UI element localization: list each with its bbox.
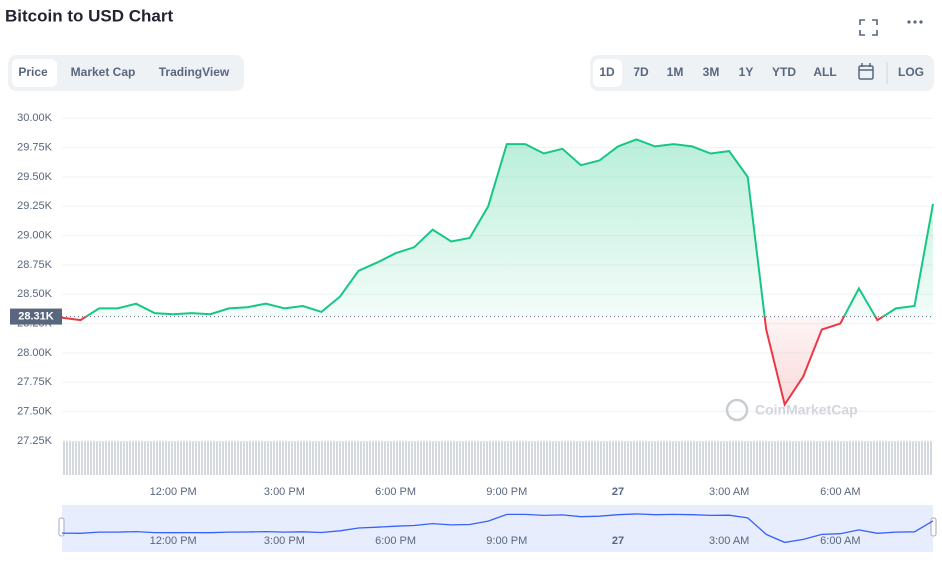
navigator-tick-label: 3:00 AM: [709, 535, 749, 547]
navigator-tick-label: 12:00 PM: [150, 535, 197, 547]
y-tick-label: 28.50K: [17, 288, 53, 300]
chart-title: Bitcoin to USD Chart: [5, 6, 173, 25]
watermark: CoinMarketCap: [755, 402, 858, 418]
tab[interactable]: TradingView: [159, 65, 230, 79]
x-tick-label: 12:00 PM: [150, 486, 197, 498]
range-button[interactable]: YTD: [772, 65, 796, 79]
y-tick-label: 29.75K: [17, 141, 53, 153]
volume-bars: [62, 441, 933, 475]
navigator-handle[interactable]: [58, 517, 65, 537]
x-tick-label: 6:00 AM: [820, 486, 860, 498]
tab-selected-bg: [12, 59, 57, 87]
tab[interactable]: Price: [18, 65, 48, 79]
navigator-tick-label: 3:00 PM: [264, 535, 305, 547]
more-icon[interactable]: [907, 20, 923, 24]
range-button[interactable]: 1Y: [739, 65, 754, 79]
navigator-handle[interactable]: [930, 517, 937, 537]
navigator-bg: [62, 505, 933, 552]
price-area: [62, 139, 933, 405]
y-tick-label: 27.25K: [17, 435, 53, 447]
x-tick-label: 27: [612, 486, 624, 498]
range-button[interactable]: ALL: [813, 65, 836, 79]
tab-group: [8, 55, 244, 91]
y-tick-label: 29.50K: [17, 171, 53, 183]
y-tick-label: 28.75K: [17, 259, 53, 271]
watermark-logo: [725, 398, 749, 422]
navigator-line: [61, 513, 934, 544]
navigator-tick-label: 27: [612, 535, 624, 547]
navigator-tick-label: 6:00 AM: [820, 535, 860, 547]
range-button[interactable]: 1M: [667, 65, 684, 79]
baseline-label: 28.31K: [18, 310, 54, 322]
y-tick-label: 27.75K: [17, 376, 53, 388]
y-tick-label: 29.00K: [17, 230, 53, 242]
navigator-tick-label: 6:00 PM: [375, 535, 416, 547]
y-tick-label: 30.00K: [17, 112, 53, 124]
range-group: [590, 55, 934, 91]
baseline-label-bg: [10, 308, 62, 325]
y-tick-label: 27.50K: [17, 406, 53, 418]
y-tick-label: 29.25K: [17, 200, 53, 212]
fullscreen-icon[interactable]: [859, 19, 878, 36]
range-button[interactable]: 7D: [633, 65, 649, 79]
tab[interactable]: Market Cap: [71, 65, 136, 79]
x-tick-label: 3:00 PM: [264, 486, 305, 498]
calendar-icon[interactable]: [858, 63, 874, 80]
x-tick-label: 6:00 PM: [375, 486, 416, 498]
x-tick-label: 9:00 PM: [486, 486, 527, 498]
y-tick-label: 28.00K: [17, 347, 53, 359]
log-button[interactable]: LOG: [898, 65, 924, 79]
navigator-tick-label: 9:00 PM: [486, 535, 527, 547]
range-selected-bg: [593, 59, 622, 87]
price-line: [61, 138, 934, 408]
range-button[interactable]: 1D: [599, 65, 615, 79]
x-tick-label: 3:00 AM: [709, 486, 749, 498]
range-button[interactable]: 3M: [703, 65, 720, 79]
